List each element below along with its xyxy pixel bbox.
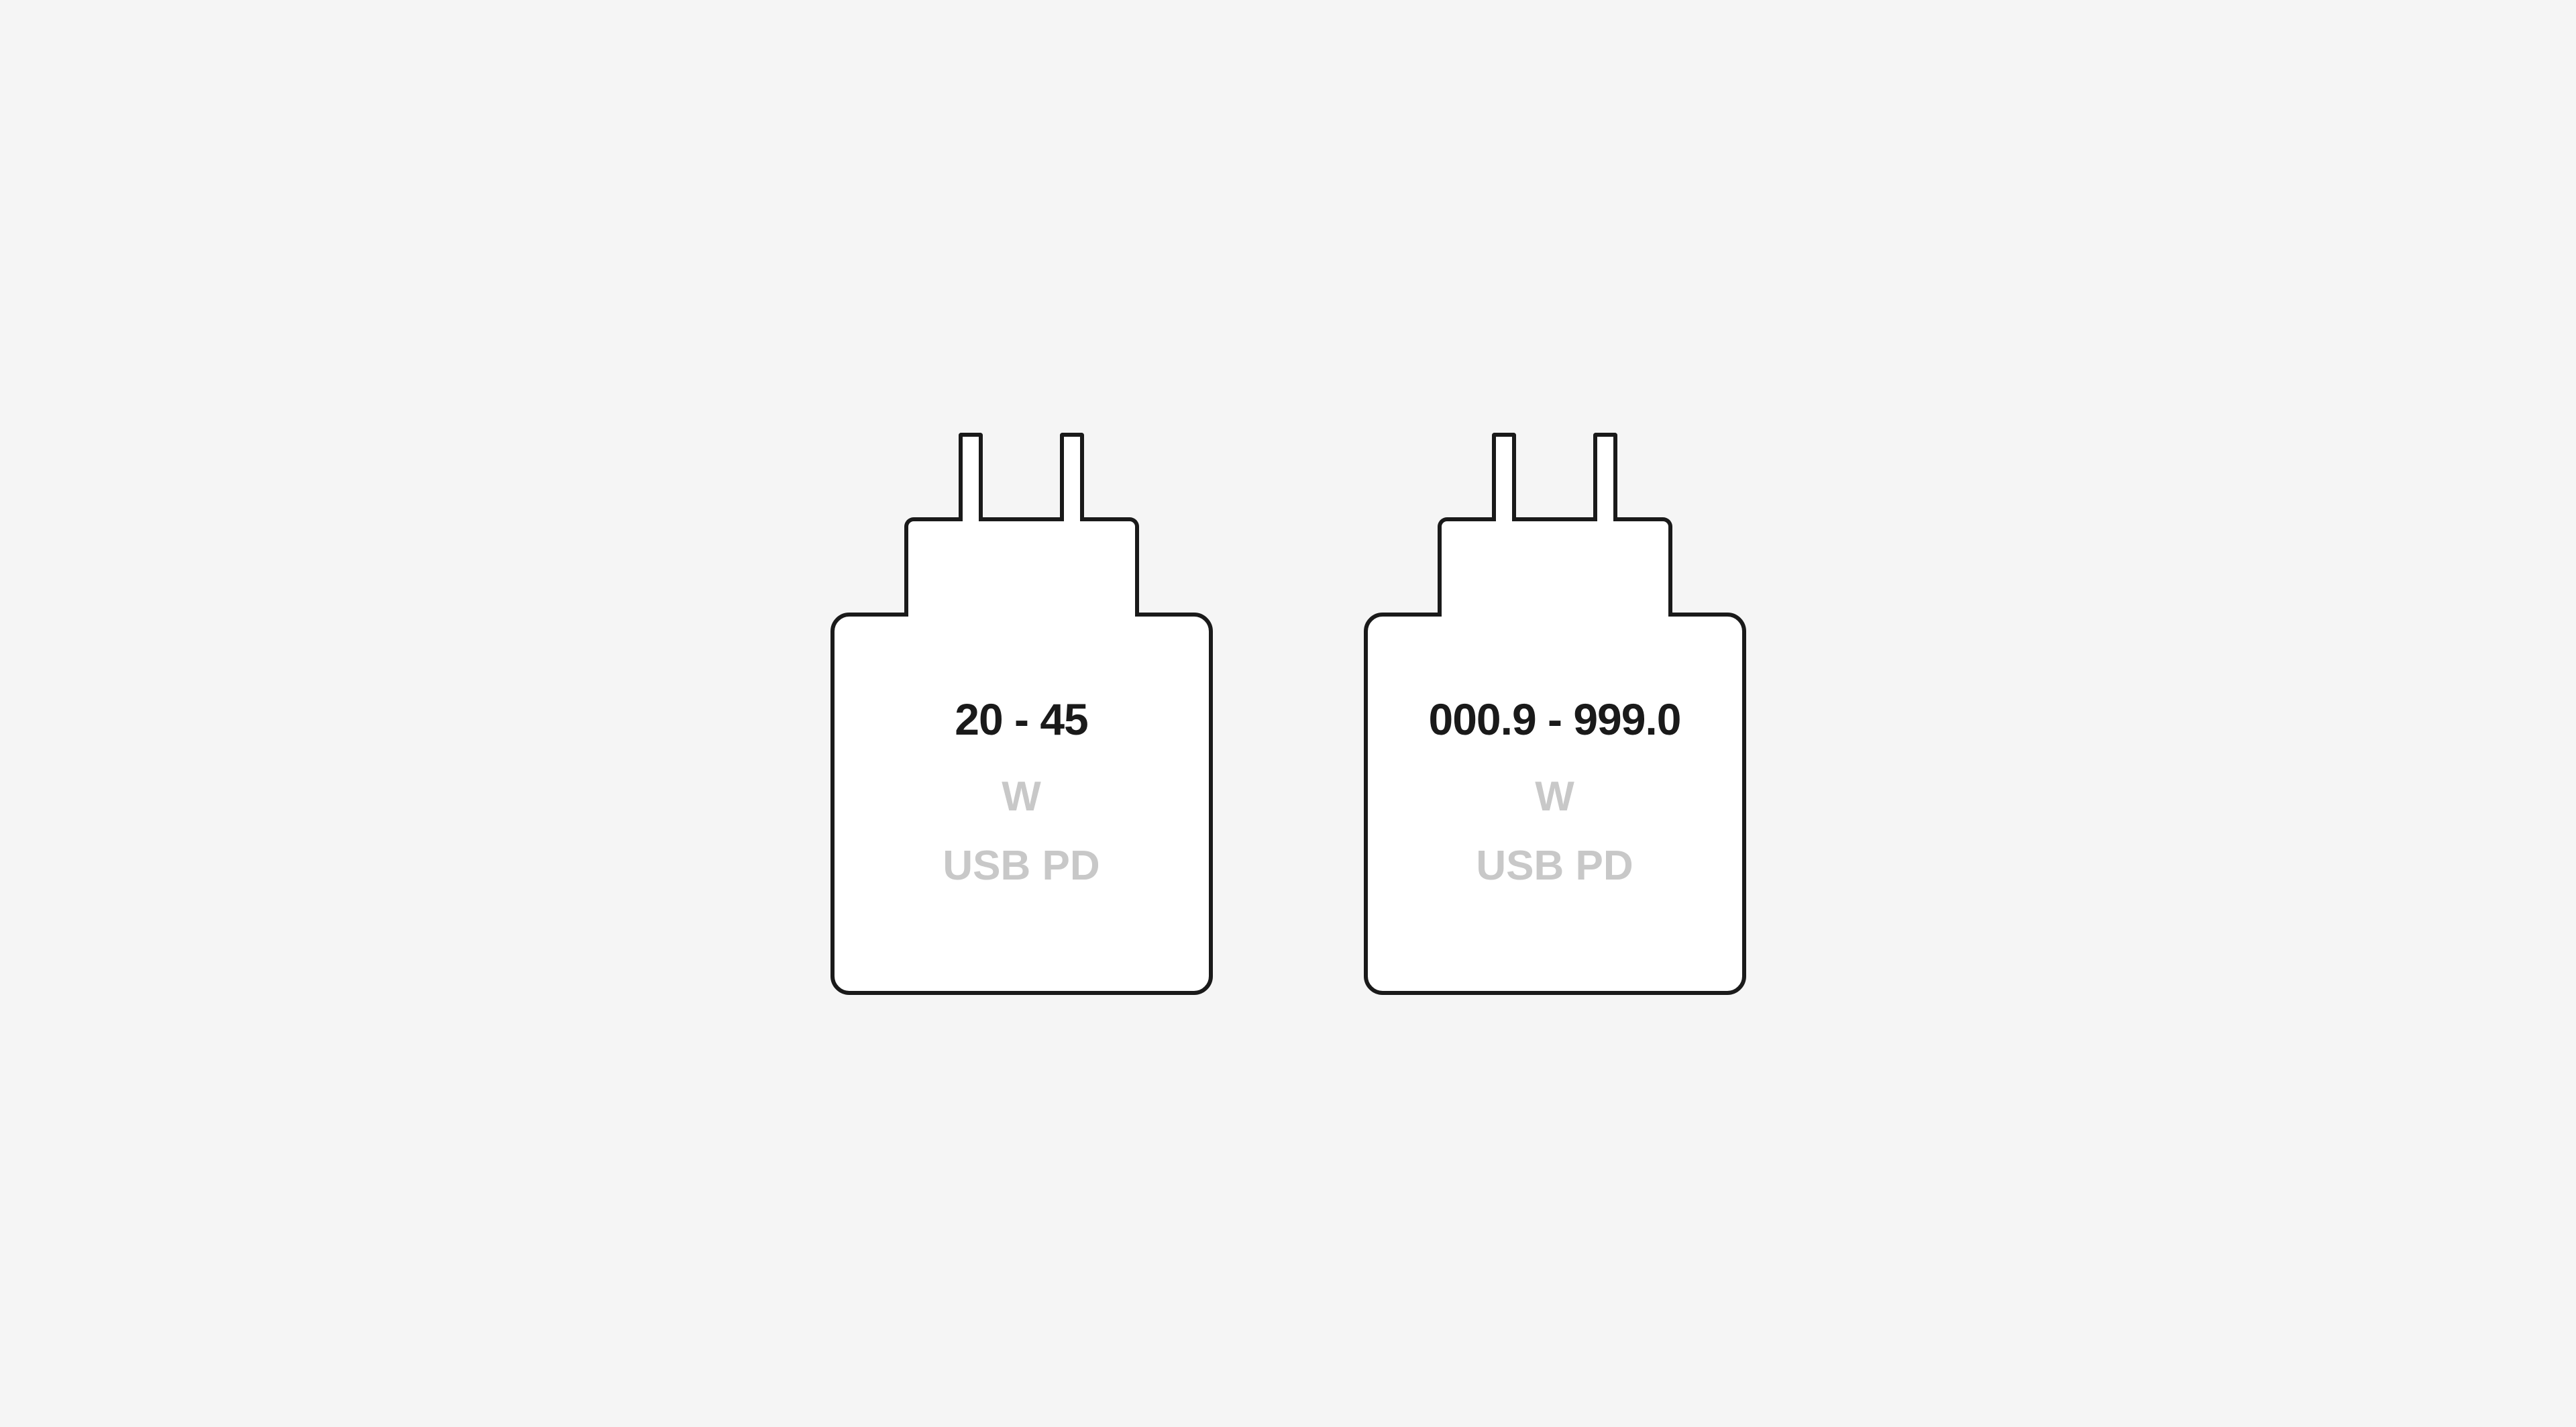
prong-icon	[1492, 433, 1516, 521]
charger-a-protocol: USB PD	[943, 842, 1099, 890]
charger-b-collar	[1438, 517, 1672, 617]
charger-b-wattage-range: 000.9 - 999.0	[1429, 694, 1681, 745]
prong-icon	[959, 433, 983, 521]
charger-a-body: 20 - 45 W USB PD	[830, 613, 1213, 995]
charger-b-protocol: USB PD	[1476, 842, 1633, 890]
charger-a-wattage-range: 20 - 45	[955, 694, 1087, 745]
charger-b-body: 000.9 - 999.0 W USB PD	[1364, 613, 1746, 995]
charger-b-prongs	[1492, 433, 1617, 517]
charger-diagram-container: 20 - 45 W USB PD 000.9 - 999.0 W USB PD	[830, 433, 1746, 995]
charger-a: 20 - 45 W USB PD	[830, 433, 1213, 995]
charger-a-collar	[904, 517, 1139, 617]
charger-a-prongs	[959, 433, 1084, 517]
charger-b-watt-unit: W	[1535, 773, 1574, 821]
charger-b: 000.9 - 999.0 W USB PD	[1364, 433, 1746, 995]
prong-icon	[1060, 433, 1084, 521]
prong-icon	[1593, 433, 1617, 521]
charger-a-watt-unit: W	[1002, 773, 1041, 821]
